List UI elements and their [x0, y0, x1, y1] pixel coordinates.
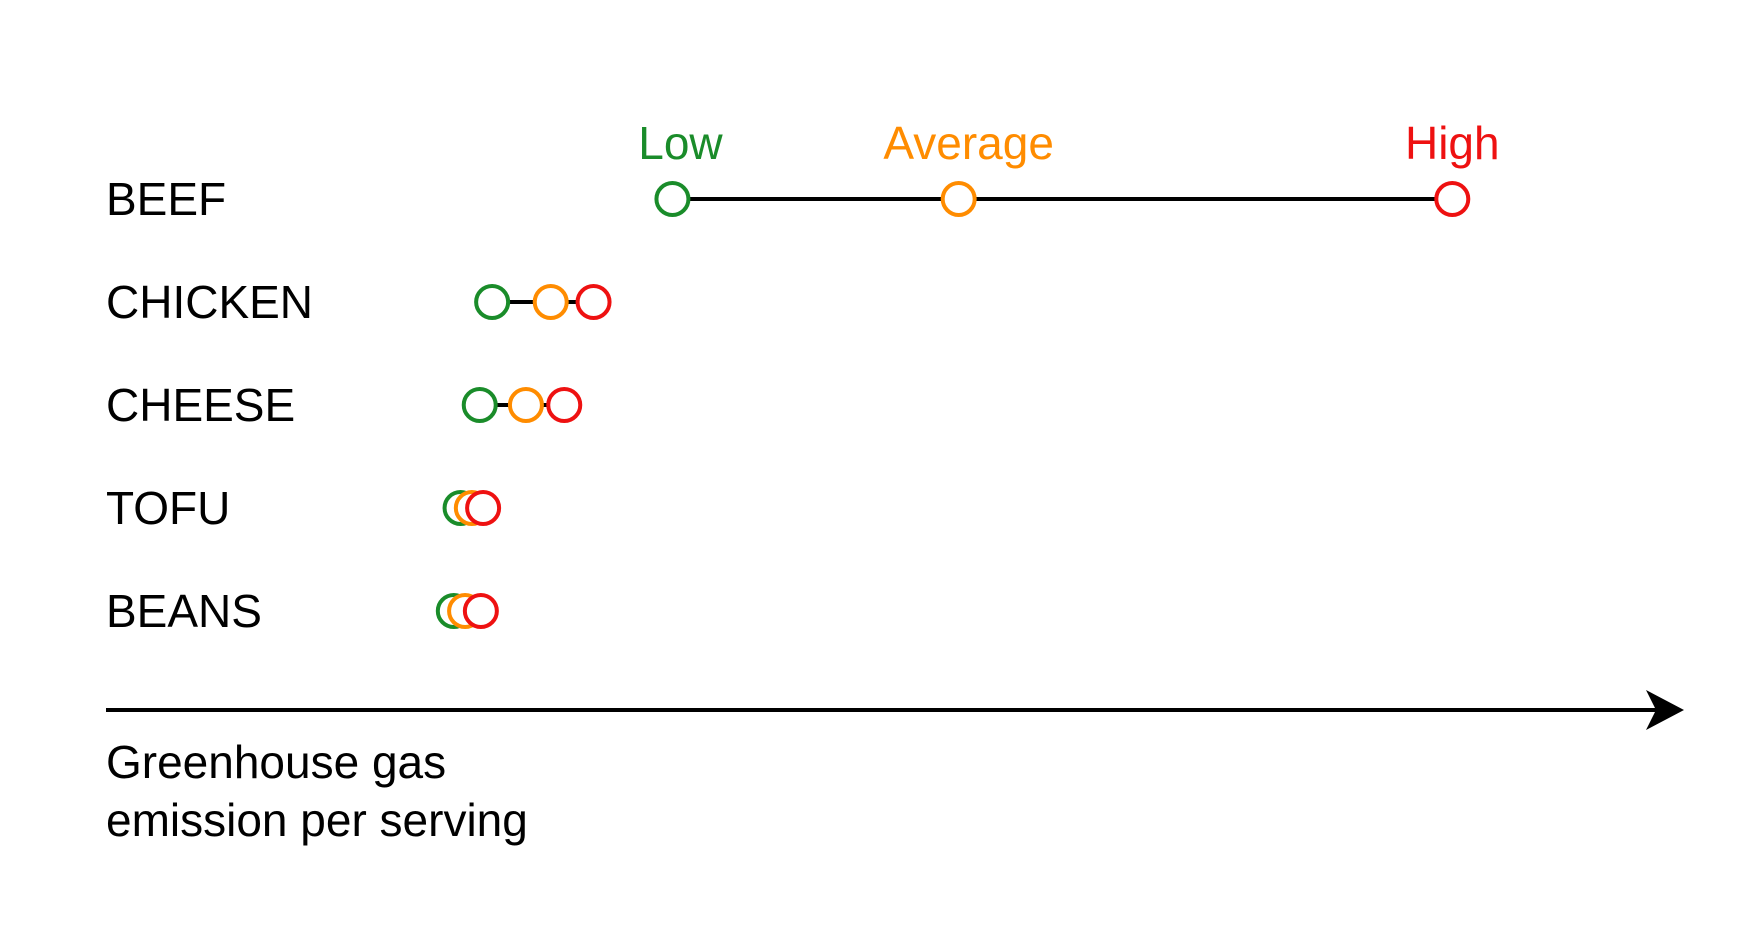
point-average-cheese [507, 387, 544, 423]
row-chicken: CHICKEN [106, 276, 612, 328]
x-axis-label-line-1: Greenhouse gas [106, 736, 446, 788]
legend-average: Average [883, 117, 1054, 169]
legend: Low Average High [638, 117, 1499, 169]
row-tofu: TOFU [106, 482, 502, 534]
row-cheese: CHEESE [106, 379, 583, 431]
row-beans: BEANS [106, 585, 499, 637]
point-low-chicken [474, 284, 511, 320]
category-label-cheese: CHEESE [106, 379, 295, 431]
category-label-beef: BEEF [106, 173, 226, 225]
point-high-cheese [546, 387, 583, 423]
category-label-chicken: CHICKEN [106, 276, 313, 328]
category-label-beans: BEANS [106, 585, 262, 637]
point-high-beans [462, 593, 499, 629]
point-high-beef [1434, 181, 1471, 217]
legend-low: Low [638, 117, 723, 169]
x-axis-arrowhead [1646, 690, 1684, 730]
point-high-tofu [465, 490, 502, 526]
x-axis-label-line-2: emission per serving [106, 794, 528, 846]
legend-high: High [1405, 117, 1500, 169]
point-low-beef [654, 181, 691, 217]
row-beef: BEEF [106, 173, 1471, 225]
category-label-tofu: TOFU [106, 482, 230, 534]
point-high-chicken [575, 284, 612, 320]
x-axis [106, 690, 1684, 730]
point-average-beef [940, 181, 977, 217]
x-axis-label: Greenhouse gas emission per serving [106, 736, 528, 846]
chart-rows: BEEF CHICKEN CHEESE TOFU BEANS [106, 173, 1471, 637]
point-average-chicken [532, 284, 569, 320]
point-low-cheese [461, 387, 498, 423]
